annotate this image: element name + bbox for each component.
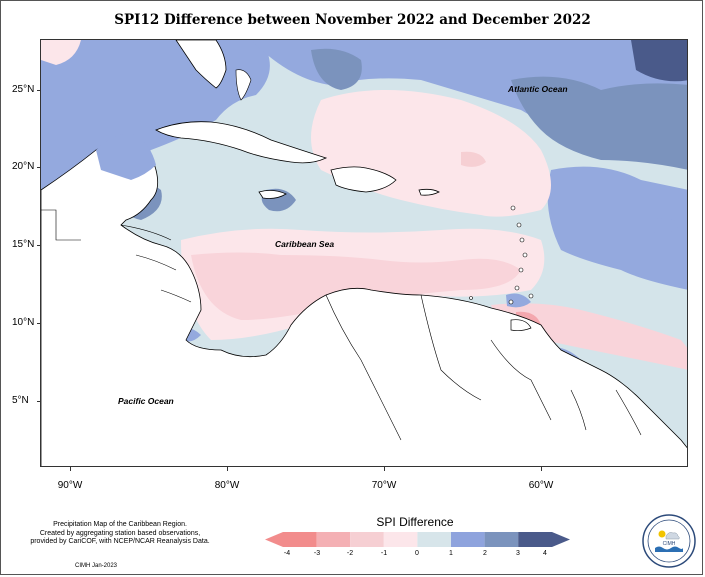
land-bahamas: [235, 69, 252, 101]
lat-tick: [37, 245, 41, 246]
land-trinidad: [510, 319, 532, 332]
yucatan-overlay: [96, 134, 156, 180]
land-hispaniola: [330, 166, 397, 193]
land-jamaica: [258, 190, 287, 199]
legend-arrow-left: [265, 532, 283, 547]
legend-swatch: [283, 532, 317, 547]
land-cuba: [155, 121, 328, 164]
lat-tick: [37, 401, 41, 402]
legend-tick: 2: [483, 550, 487, 557]
legend-tick: 4: [543, 550, 547, 557]
lat-tick: [37, 167, 41, 168]
legend-tick: 3: [516, 550, 520, 557]
credit-date: CIMH Jan-2023: [75, 563, 118, 569]
legend-swatch: [484, 532, 519, 547]
map-title: SPI12 Difference between November 2022 a…: [114, 12, 591, 28]
lat-label-20n: 20°N: [12, 161, 35, 172]
lon-label-80w: 80°W: [214, 480, 240, 491]
lat-tick: [37, 323, 41, 324]
legend-swatch: [350, 532, 384, 547]
gray-blue-bahamas: [311, 48, 362, 90]
lon-tick: [541, 467, 542, 471]
pink-spot: [461, 151, 486, 167]
light-red-region: [191, 252, 521, 320]
credits-line-1: Precipitation Map of the Caribbean Regio…: [53, 521, 187, 528]
legend-tick: -2: [346, 550, 354, 557]
lat-label-10n: 10°N: [12, 317, 35, 328]
pink-spot-northwest: [41, 40, 81, 65]
legend-arrow-right: [552, 532, 570, 547]
legend-title: SPI Difference: [376, 515, 454, 529]
legend-tick: 0: [415, 550, 419, 557]
legend-swatch: [451, 532, 485, 547]
lon-label-70w: 70°W: [371, 480, 397, 491]
legend-colorbar: [265, 532, 570, 547]
legend-swatch: [518, 532, 552, 547]
dark-blue-region: [631, 40, 687, 82]
land-florida: [175, 40, 227, 89]
lat-label-25n: 25°N: [12, 84, 35, 95]
legend-tick: -1: [380, 550, 388, 557]
atlantic-ocean-label: Atlantic Ocean: [508, 84, 568, 94]
country-borders: [41, 209, 642, 441]
legend-swatch: [383, 532, 418, 547]
lat-tick: [37, 90, 41, 91]
legend-tick: -4: [283, 550, 291, 557]
blue-spot-east: [651, 218, 681, 233]
credits-line-2: Created by aggregating station based obs…: [39, 529, 201, 537]
lat-label-15n: 15°N: [12, 239, 35, 250]
cimh-sun-cloud-wave-icon: [655, 530, 683, 552]
lon-tick: [227, 467, 228, 471]
lon-tick: [384, 467, 385, 471]
land-mainland: [41, 139, 687, 466]
cimh-logo: CIMH: [642, 514, 696, 568]
land-puerto-rico: [418, 188, 440, 196]
legend-swatch: [417, 532, 451, 547]
lat-label-5n: 5°N: [12, 395, 29, 406]
legend-swatch: [316, 532, 351, 547]
credits-line-3: provided by CariCOF, with NCEP/NCAR Rean…: [30, 538, 210, 545]
caribbean-sea-label: Caribbean Sea: [275, 239, 335, 249]
lon-label-60w: 60°W: [528, 480, 554, 491]
blue-region-east: [547, 166, 687, 290]
map-panel: [40, 39, 688, 467]
lesser-antilles: [469, 205, 534, 305]
lon-label-90w: 90°W: [57, 480, 83, 491]
pacific-ocean-label: Pacific Ocean: [118, 396, 174, 406]
gray-blue-region-atlantic: [511, 76, 687, 170]
legend-tick: -3: [313, 550, 321, 557]
pink-region-south-east: [491, 303, 687, 370]
legend-tick: 1: [449, 550, 453, 557]
logo-text: CIMH: [663, 541, 676, 547]
spi-map: [41, 40, 687, 466]
credits-text: Precipitation Map of the Caribbean Regio…: [20, 521, 220, 547]
lon-tick: [70, 467, 71, 471]
